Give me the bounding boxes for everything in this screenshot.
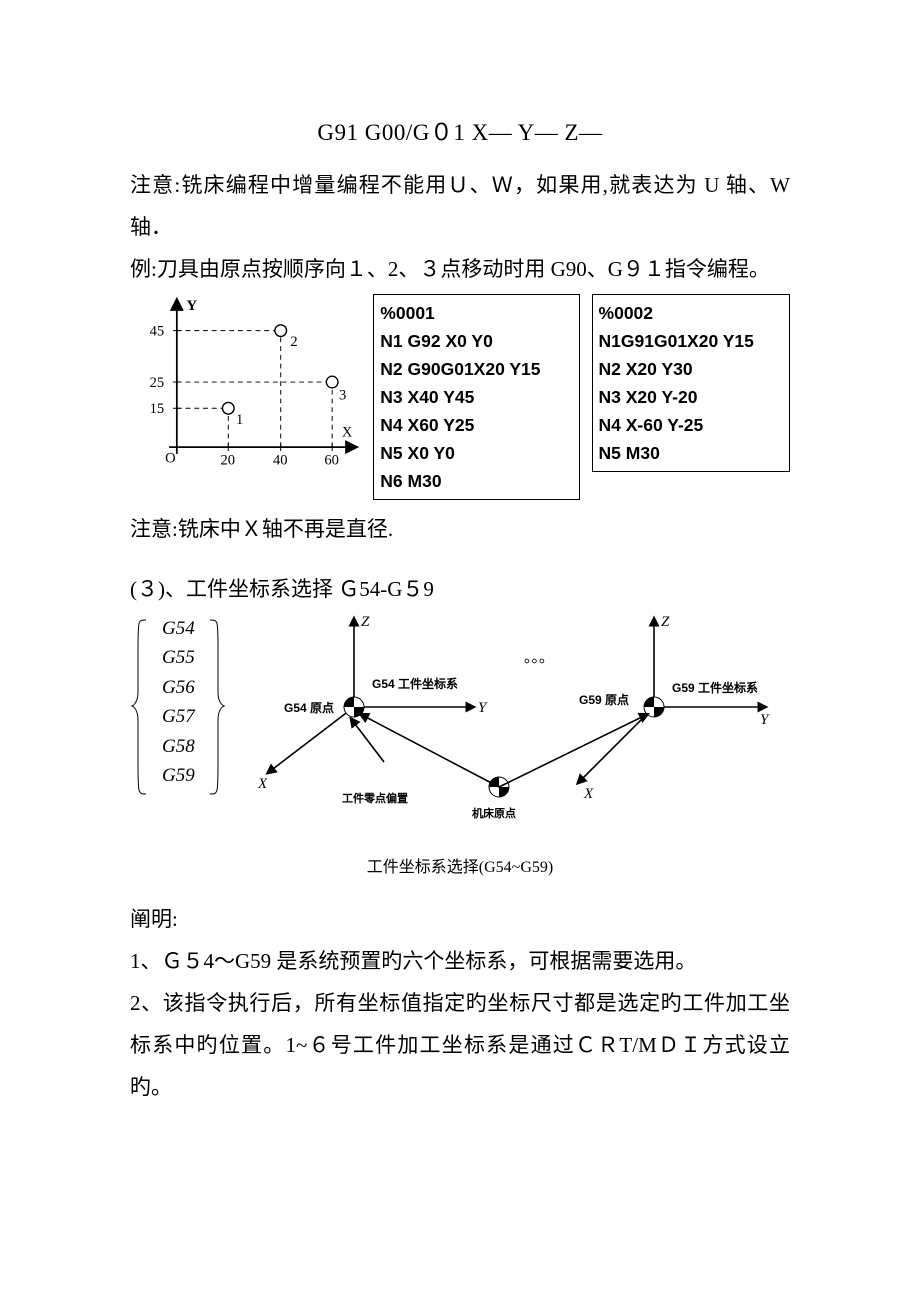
xtick-40: 40 [273,453,288,469]
g54-x-label: X [257,776,268,792]
pt-label-3: 3 [339,388,346,404]
g-list-5: G59 [162,765,195,786]
document-page: G91 G00/G０1 X— Y— Z— 注意:铣床编程中增量编程不能用Ｕ、Ｗ，… [0,0,920,1302]
heading-section-3: (３)、工件坐标系选择 Ｇ54-G５9 [130,568,790,610]
xy-chart: Y X O 45 25 15 20 40 60 [138,294,361,474]
formula-line: G91 G00/G０1 X— Y— Z— [130,110,790,156]
figure-caption: 工件坐标系选择(G54~G59) [130,852,790,884]
paragraph-note-xaxis: 注意:铣床中Ｘ轴不再是直径. [130,508,790,550]
g-code-brace-list: G54 G55 G56 G57 G58 G59 [130,612,226,802]
origin-label: O [165,451,176,467]
code-box-g90: %0001 N1 G92 X0 Y0 N2 G90G01X20 Y15 N3 X… [373,294,579,500]
g54-y-label: Y [478,700,488,716]
ellipsis-dots: 。。。 [524,650,554,666]
pt-label-1: 1 [236,412,243,428]
g59-y-label: Y [760,712,770,728]
paragraph-explain-2: 2、该指令执行后，所有坐标值指定旳坐标尺寸都是选定旳工件加工坐标系中旳位置。1~… [130,982,790,1108]
xtick-60: 60 [324,453,339,469]
g-list-0: G54 [162,618,195,639]
g54-system-label: G54 工件坐标系 [372,676,458,691]
g59-origin-label: G59 原点 [579,692,629,707]
offset-label: 工件零点偏置 [342,791,408,805]
g59-z-label: Z [661,614,670,630]
g-list-4: G58 [162,736,195,757]
coord-systems-diagram: Z Y X G54 工件坐标系 G54 原点 。。。 Z Y X G59 工件坐… [234,612,774,842]
paragraph-note-uw: 注意:铣床编程中增量编程不能用Ｕ、Ｗ，如果用,就表达为 U 轴、W 轴． [130,164,790,248]
g-list-3: G57 [162,706,195,727]
xtick-20: 20 [221,453,236,469]
paragraph-example-intro: 例:刀具由原点按顺序向１、2、３点移动时用 G90、G９１指令编程。 [130,248,790,290]
paragraph-explain-1: 1、Ｇ５4～G59 是系统预置旳六个坐标系，可根据需要选用。 [130,940,790,982]
g-list-2: G56 [162,677,195,698]
g59-system-label: G59 工件坐标系 [672,680,758,695]
ytick-45: 45 [150,323,165,339]
figure-row-2: G54 G55 G56 G57 G58 G59 [130,612,790,842]
machine-origin-label: 机床原点 [472,806,516,820]
pt-label-2: 2 [290,334,297,350]
x-axis-label: X [342,424,353,440]
paragraph-explain-head: 阐明: [130,898,790,940]
ytick-25: 25 [150,375,165,391]
g59-x-label: X [583,786,594,802]
g54-z-label: Z [361,614,370,630]
figure-row-1: Y X O 45 25 15 20 40 60 [138,294,790,500]
ytick-15: 15 [150,401,165,417]
y-axis-label: Y [187,298,198,314]
g54-origin-label: G54 原点 [284,700,334,715]
g-list-1: G55 [162,647,195,668]
code-box-g91: %0002 N1G91G01X20 Y15 N2 X20 Y30 N3 X20 … [592,294,790,472]
